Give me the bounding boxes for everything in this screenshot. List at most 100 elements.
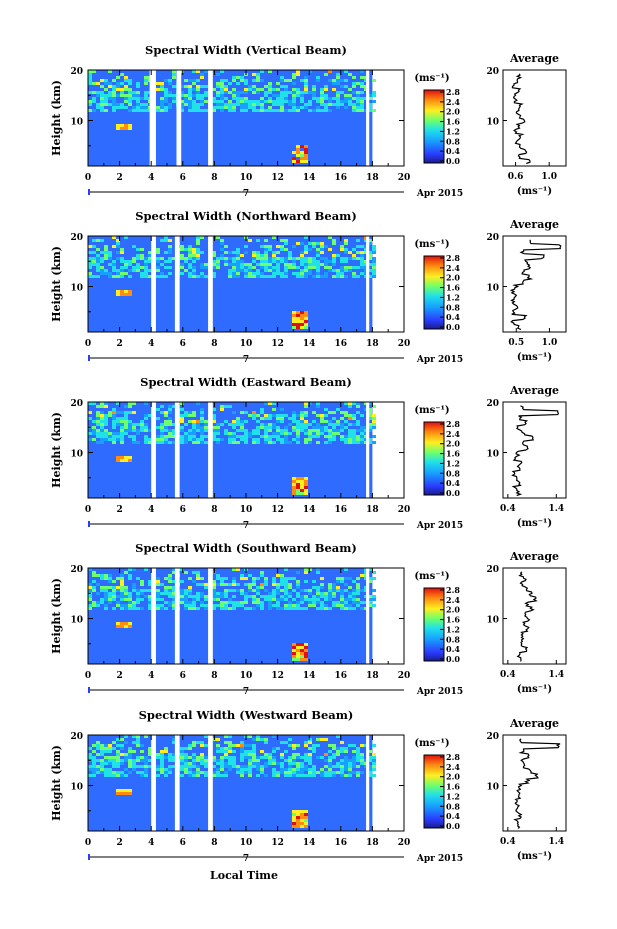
heatmap-cell (292, 438, 296, 441)
heatmap-cell (192, 269, 196, 272)
heatmap-cell (172, 441, 176, 444)
heatmap-cell (100, 768, 104, 771)
heatmap-cell (140, 426, 144, 429)
heatmap-cell (192, 103, 196, 106)
heatmap-cell (108, 438, 112, 441)
heatmap-cell (336, 408, 340, 411)
heatmap-cell (300, 607, 304, 610)
heatmap-cell (116, 459, 120, 462)
heatmap-cell (300, 649, 304, 652)
heatmap-cell (88, 607, 92, 610)
heatmap-cell (292, 94, 296, 97)
heatmap-cell (96, 741, 100, 744)
heatmap-cell (336, 94, 340, 97)
heatmap-cell (164, 91, 168, 94)
heatmap-cell (108, 759, 112, 762)
heatmap-cell (184, 97, 188, 100)
average-frame (502, 567, 567, 665)
heatmap-cell (148, 269, 152, 272)
heatmap-cell (104, 744, 108, 747)
heatmap-cell (292, 652, 296, 655)
heatmap-cell (180, 750, 184, 753)
heatmap-cell (224, 432, 228, 435)
heatmap-cell (124, 405, 128, 408)
colorbar-tick-label: 0.4 (446, 478, 460, 488)
heatmap-cell (292, 100, 296, 103)
heatmap-cell (296, 429, 300, 432)
heatmap-cell (192, 109, 196, 112)
heatmap-cell (252, 106, 256, 109)
heatmap-cell (172, 738, 176, 741)
heatmap-cell (356, 577, 360, 580)
heatmap-cell (92, 109, 96, 112)
heatmap-cell (124, 792, 128, 795)
heatmap-cell (316, 405, 320, 408)
heatmap-cell (112, 245, 116, 248)
heatmap-cell (120, 438, 124, 441)
heatmap-cell (128, 420, 132, 423)
heatmap-cell (332, 604, 336, 607)
heatmap-cell (108, 592, 112, 595)
heatmap-cell (304, 160, 308, 163)
heatmap-cell (124, 426, 128, 429)
panel-title: Spectral Width (Southward Beam) (135, 541, 357, 555)
heatmap-cell (368, 441, 372, 444)
heatmap-cell (232, 589, 236, 592)
heatmap-cell (308, 242, 312, 245)
heatmap-cell (236, 568, 240, 571)
x-tick-label: 6 (180, 505, 186, 515)
heatmap-cell (108, 774, 112, 777)
heatmap-cell (104, 245, 108, 248)
heatmap-cell (292, 822, 296, 825)
heatmap-cell (272, 103, 276, 106)
heatmap-cell (112, 435, 116, 438)
heatmap-cell (204, 420, 208, 423)
heatmap-cell (264, 432, 268, 435)
heatmap-cell (292, 320, 296, 323)
heatmap-cell (212, 272, 216, 275)
heatmap-cell (192, 70, 196, 73)
heatmap-cell (104, 589, 108, 592)
heatmap-cell (324, 272, 328, 275)
heatmap-cell (184, 423, 188, 426)
heatmap-cell (204, 266, 208, 269)
heatmap-cell (240, 100, 244, 103)
heatmap-cell (120, 260, 124, 263)
heatmap-cell (296, 762, 300, 765)
heatmap-cell (284, 88, 288, 91)
heatmap-cell (228, 251, 232, 254)
heatmap-cell (104, 598, 108, 601)
heatmap-cell (352, 248, 356, 251)
heatmap-cell (200, 759, 204, 762)
heatmap-cell (116, 577, 120, 580)
heatmap-cell (120, 759, 124, 762)
x-tick-label: 8 (211, 505, 217, 515)
heatmap-cell (280, 248, 284, 251)
heatmap-cell (188, 762, 192, 765)
heatmap-cell (224, 774, 228, 777)
heatmap-cell (320, 420, 324, 423)
heatmap-cell (276, 586, 280, 589)
heatmap-cell (108, 70, 112, 73)
heatmap-cell (300, 151, 304, 154)
heatmap-cell (220, 85, 224, 88)
heatmap-cell (340, 85, 344, 88)
heatmap-cell (128, 435, 132, 438)
heatmap-cell (156, 583, 160, 586)
heatmap-cell (340, 768, 344, 771)
heatmap-cell (132, 94, 136, 97)
heatmap-cell (116, 88, 120, 91)
heatmap-cell (136, 735, 140, 738)
heatmap-cell (124, 266, 128, 269)
heatmap-cell (236, 423, 240, 426)
heatmap-cell (164, 586, 168, 589)
heatmap-cell (156, 753, 160, 756)
average-profile-line (509, 239, 562, 331)
heatmap-cell (92, 765, 96, 768)
heatmap-cell (356, 103, 360, 106)
heatmap-cell (236, 435, 240, 438)
x-tick-label: 20 (398, 505, 411, 515)
heatmap-cell (292, 260, 296, 263)
heatmap-cell (340, 750, 344, 753)
heatmap-cell (292, 589, 296, 592)
